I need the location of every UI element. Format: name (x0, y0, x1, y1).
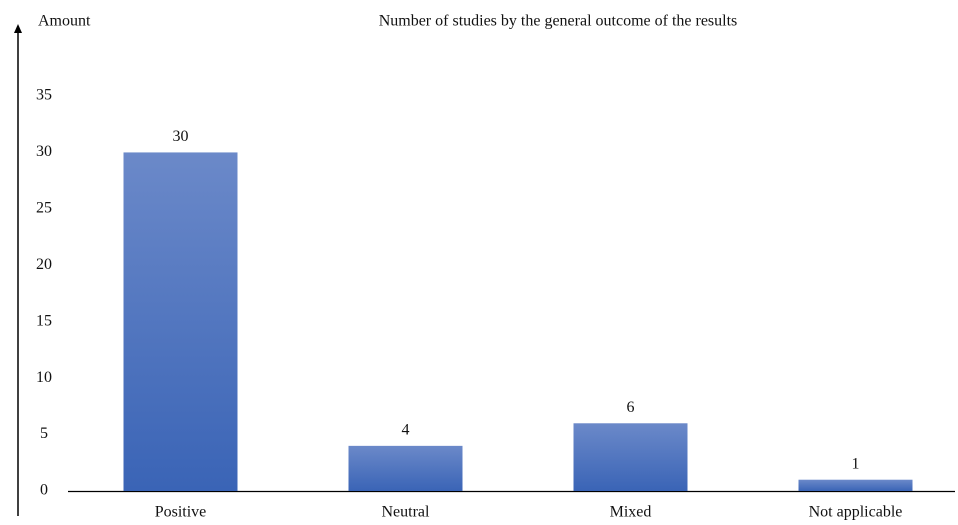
value-label: 1 (852, 455, 860, 472)
y-tick-label: 15 (36, 312, 52, 329)
y-tick-label: 20 (36, 256, 52, 273)
y-tick-label: 0 (40, 482, 48, 499)
x-tick-label: Positive (155, 504, 207, 521)
bar (573, 423, 688, 491)
value-label: 30 (173, 128, 189, 145)
y-tick-label: 10 (36, 369, 52, 386)
bar (348, 445, 463, 491)
y-tick-label: 30 (36, 143, 52, 160)
y-axis-arrow (14, 24, 22, 33)
y-tick-label: 25 (36, 200, 52, 217)
y-tick-label: 5 (40, 425, 48, 442)
bar (798, 479, 913, 491)
y-axis-label: Amount (38, 13, 91, 30)
x-tick-label: Not applicable (809, 504, 903, 521)
bar (123, 152, 238, 491)
value-label: 6 (627, 399, 635, 416)
y-tick-label: 35 (36, 87, 52, 104)
chart-title: Number of studies by the general outcome… (379, 13, 738, 30)
x-tick-label: Mixed (610, 504, 652, 521)
x-tick-label: Neutral (382, 504, 431, 521)
value-label: 4 (402, 422, 410, 439)
